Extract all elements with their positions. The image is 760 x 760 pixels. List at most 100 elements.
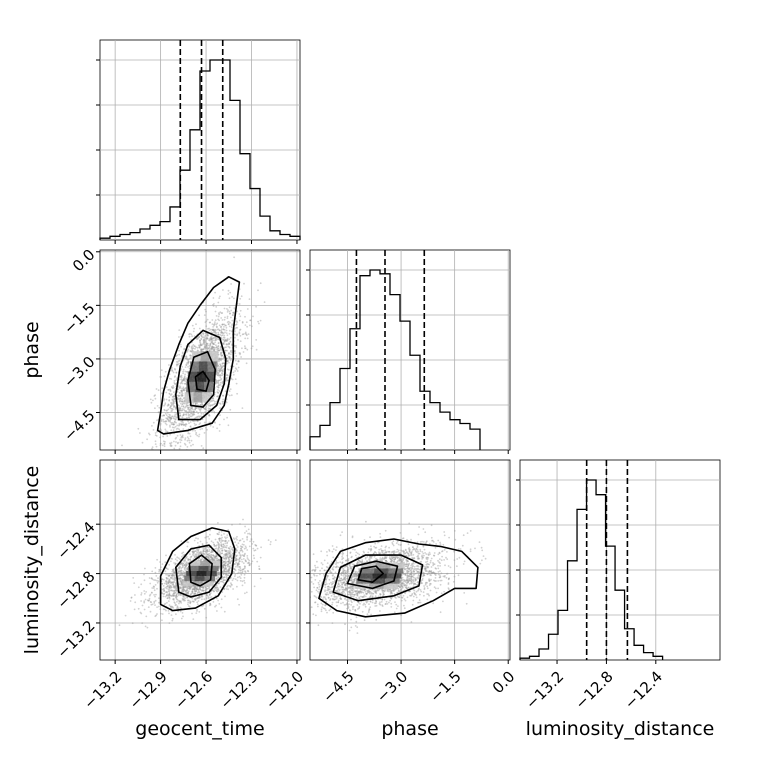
scatter-point [220, 530, 223, 533]
scatter-point [180, 562, 183, 565]
scatter-point [253, 585, 256, 588]
scatter-point [221, 354, 224, 357]
scatter-point [194, 408, 197, 411]
scatter-point [181, 579, 184, 582]
scatter-point [167, 403, 170, 406]
scatter-point [178, 349, 181, 352]
scatter-point [200, 552, 203, 555]
scatter-point [210, 347, 213, 350]
scatter-point [200, 344, 202, 347]
scatter-point [178, 392, 181, 394]
scatter-point [199, 339, 202, 342]
scatter-point [181, 597, 184, 600]
scatter-point [220, 334, 223, 337]
scatter-point [182, 587, 185, 589]
scatter-point [208, 594, 211, 596]
scatter-point [239, 555, 242, 558]
density-cell [190, 361, 199, 372]
scatter-point [174, 592, 177, 594]
scatter-point [193, 598, 196, 601]
scatter-point [173, 601, 176, 604]
scatter-point [235, 559, 238, 562]
scatter-point [238, 566, 241, 568]
scatter-point [182, 590, 185, 593]
scatter-point [219, 333, 222, 336]
scatter-background [100, 250, 300, 450]
scatter-point [217, 364, 220, 367]
scatter-point [196, 434, 199, 437]
scatter-point [235, 558, 238, 560]
scatter-point [178, 568, 181, 570]
scatter-point [177, 394, 179, 397]
scatter-point [200, 407, 203, 410]
scatter-point [222, 573, 225, 576]
scatter-point [183, 586, 186, 589]
scatter-point [207, 407, 210, 410]
scatter-point [202, 558, 205, 561]
scatter-point [220, 545, 223, 547]
scatter-point [179, 558, 181, 561]
scatter-point [178, 578, 181, 580]
scatter-point [155, 593, 157, 596]
scatter-point [189, 354, 192, 357]
scatter-point [237, 571, 240, 574]
scatter-point [180, 405, 183, 408]
scatter-point [147, 606, 150, 608]
scatter-point [154, 397, 157, 400]
scatter-point [137, 607, 140, 610]
scatter-point [194, 586, 197, 589]
scatter-point [200, 349, 203, 351]
scatter-point [192, 344, 195, 346]
scatter-point [210, 558, 213, 561]
scatter-point [220, 331, 223, 334]
scatter-point [230, 316, 232, 319]
density-cell [186, 571, 197, 577]
scatter-point [194, 598, 197, 601]
scatter-point [252, 540, 255, 543]
scatter-point [235, 555, 238, 558]
scatter-point [226, 360, 229, 363]
scatter-point [212, 397, 215, 400]
scatter-point [223, 329, 226, 331]
scatter-point [222, 289, 224, 291]
scatter-point [184, 425, 187, 427]
scatter-point [185, 590, 188, 593]
scatter-point [211, 346, 214, 349]
scatter-point [178, 447, 181, 450]
scatter-point [169, 433, 172, 436]
scatter-point [216, 557, 219, 559]
scatter-point [224, 339, 227, 342]
scatter-point [246, 308, 249, 310]
scatter-point [178, 408, 180, 411]
scatter-point [194, 402, 197, 405]
scatter-point [133, 582, 136, 584]
scatter-point [220, 543, 223, 546]
scatter-point [224, 536, 226, 538]
scatter-point [184, 572, 186, 574]
scatter-point [234, 359, 237, 362]
scatter-point [217, 572, 220, 575]
scatter-point [202, 589, 205, 592]
scatter-point [172, 570, 175, 573]
scatter-point [174, 578, 176, 581]
scatter-point [165, 587, 168, 590]
scatter-point [234, 336, 236, 339]
scatter-point [204, 308, 207, 311]
scatter-point [244, 347, 246, 350]
scatter-point [226, 368, 229, 371]
scatter-point [241, 333, 244, 336]
scatter-point [188, 587, 191, 590]
scatter-point [192, 618, 195, 620]
scatter-point [226, 376, 228, 379]
scatter-point [215, 555, 218, 558]
scatter-point [179, 412, 182, 415]
scatter-point [172, 429, 175, 432]
scatter-point [200, 337, 203, 340]
scatter-point [162, 578, 165, 581]
scatter-point [223, 570, 226, 573]
scatter-point [214, 545, 217, 547]
scatter-point [129, 600, 132, 602]
scatter-point [241, 347, 243, 350]
scatter-point [178, 386, 181, 389]
scatter-point [226, 571, 229, 573]
